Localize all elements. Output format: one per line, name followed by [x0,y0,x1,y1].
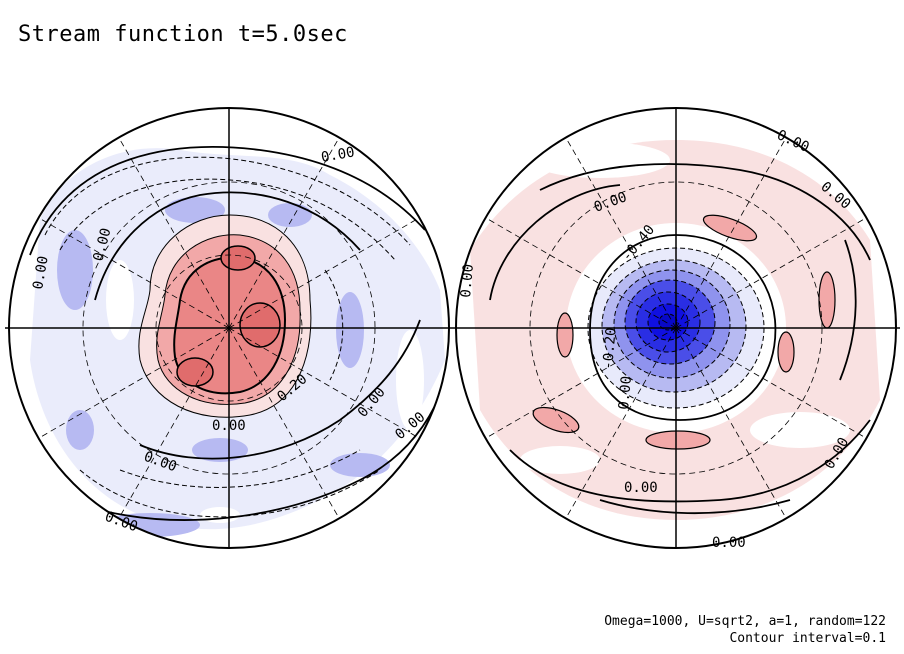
right-zero-contours [489,163,871,515]
axis-lines [5,108,900,548]
contour-label: 0.00 [212,418,246,434]
contour-label: 0.00 [30,255,52,291]
contour-label: 0.00 [624,480,658,496]
plot-title: Stream function t=5.0sec [18,22,348,47]
parameters-caption: Omega=1000, U=sqrt2, a=1, random=122 [604,614,886,629]
left-negative-contours [44,156,411,518]
right-positive-cells [532,214,836,450]
left-hemisphere [29,137,445,537]
left-negative-mid [57,197,390,537]
right-hemisphere [470,137,880,520]
left-zero-contours [29,146,441,521]
contour-label: 0.00 [712,535,746,551]
contour-label: -0.20 [600,327,620,370]
contour-label: 0.00 [774,127,811,156]
contour-label: 0.00 [616,375,635,410]
contour-label: 0.00 [458,263,477,298]
contour-label: 0.00 [103,509,140,536]
contour-label: 0.00 [320,144,356,166]
contour-interval-caption: Contour interval=0.1 [729,631,886,646]
